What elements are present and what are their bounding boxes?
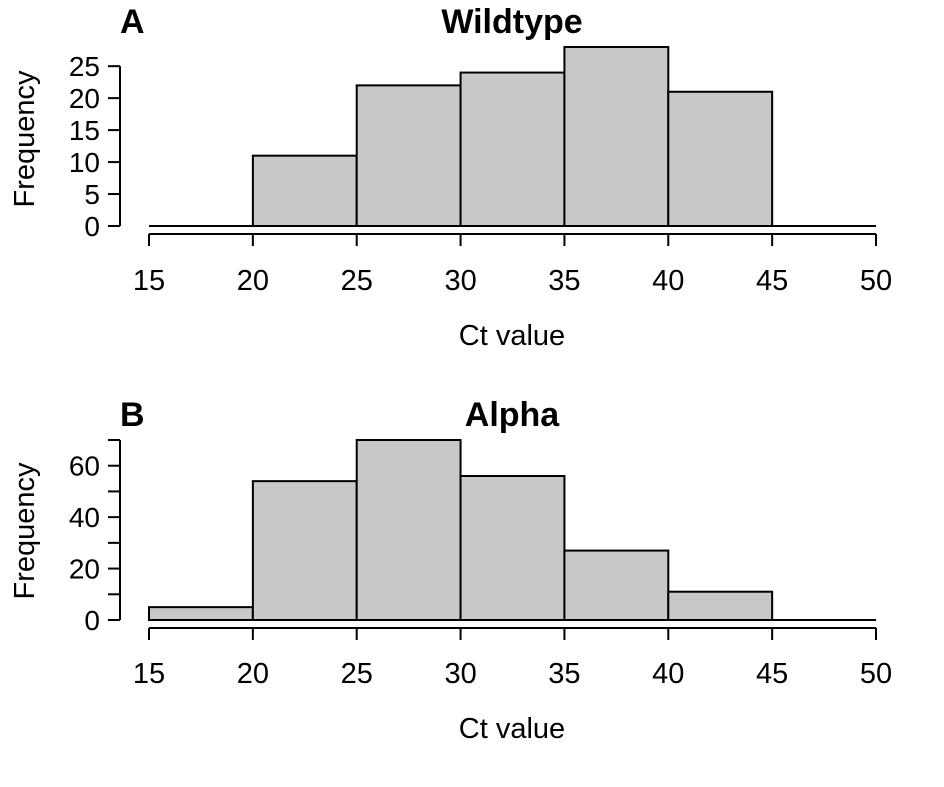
x-tick-label: 35	[548, 265, 580, 297]
x-tick-label: 40	[652, 658, 684, 690]
histogram-bar	[251, 480, 358, 621]
y-tick-label: 0	[84, 605, 100, 636]
y-tick-label: 0	[84, 211, 100, 242]
y-tick-label: 20	[69, 554, 100, 585]
panel-a: A Wildtype Frequency Ct value 15 20 25 30 35…	[9, 3, 892, 352]
x-tick-label: 40	[652, 265, 684, 297]
histogram-bar	[355, 439, 462, 621]
axes: 15 20 25 30 35 40 45 50 0 20 40 60	[69, 439, 892, 690]
panel-title: Alpha	[465, 396, 561, 434]
x-tick-label: 15	[133, 658, 165, 690]
y-tick-label: 25	[69, 51, 100, 82]
panel-title: Wildtype	[441, 3, 582, 41]
x-tick-label: 45	[756, 265, 788, 297]
x-tick-label: 25	[341, 265, 373, 297]
x-tick-label: 20	[237, 265, 269, 297]
panel-label: A	[120, 3, 145, 41]
x-tick-label: 15	[133, 265, 165, 297]
histogram-bar	[667, 590, 774, 622]
histogram-bar	[355, 84, 462, 227]
histogram-bar	[563, 46, 670, 227]
y-tick-label: 60	[69, 451, 100, 482]
x-tick-label: 20	[237, 658, 269, 690]
histogram-bar	[667, 90, 774, 227]
histogram-bar	[459, 475, 566, 621]
x-tick-label: 45	[756, 658, 788, 690]
bar-series	[149, 46, 876, 227]
y-tick-label: 40	[69, 502, 100, 533]
bar-series	[148, 439, 876, 622]
x-tick-label: 50	[860, 265, 892, 297]
x-tick-label: 35	[548, 658, 580, 690]
histogram-bar	[251, 154, 358, 227]
x-tick-label: 50	[860, 658, 892, 690]
histogram-bar	[459, 71, 566, 227]
y-axis-label: Frequency	[9, 462, 41, 600]
y-tick-label: 20	[69, 83, 100, 114]
y-tick-label: 5	[84, 179, 100, 210]
y-axis-label: Frequency	[9, 70, 41, 208]
y-tick-label: 15	[69, 115, 100, 146]
histogram-bar	[148, 606, 254, 622]
histogram-bar	[563, 549, 670, 621]
y-tick-label: 10	[69, 147, 100, 178]
panel-label: B	[120, 396, 145, 434]
x-axis-label: Ct value	[459, 320, 565, 352]
x-tick-label: 30	[444, 265, 476, 297]
x-tick-label: 25	[341, 658, 373, 690]
x-tick-label: 30	[444, 658, 476, 690]
panel-b: B Alpha Frequency Ct value 15 20 25 30 35 40 4…	[9, 396, 892, 745]
x-axis-label: Ct value	[459, 713, 565, 745]
